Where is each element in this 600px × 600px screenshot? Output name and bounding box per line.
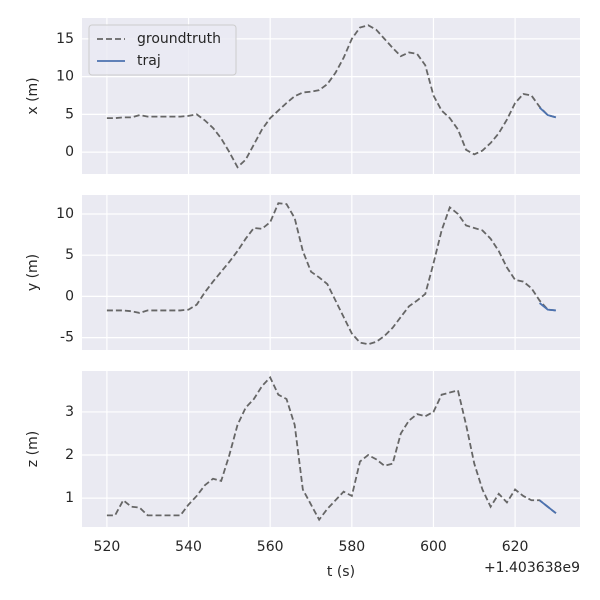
legend-label: groundtruth [137, 31, 221, 47]
y-axis-label: z (m) [25, 431, 41, 467]
subplot: -5 0 5 10 y (m) [25, 195, 580, 350]
y-axis-label: x (m) [25, 77, 41, 114]
x-axis-label: t (s) [327, 564, 355, 580]
series-line [539, 499, 557, 514]
x-offset-label: +1.403638e9 [484, 560, 580, 576]
series-line [538, 106, 557, 119]
subplot: 1 2 3 520 540 560 580 600 620 z (m) t (s) +1.403638… [25, 371, 580, 580]
x-tick-label: 520 [94, 539, 121, 555]
legend: groundtruth traj [88, 24, 237, 76]
series-line [106, 375, 557, 522]
plot-area [82, 195, 580, 350]
legend-label: traj [137, 53, 161, 69]
y-tick-label: 1 [65, 490, 74, 506]
y-tick-label: 15 [56, 31, 74, 47]
y-tick-label: 2 [65, 447, 74, 463]
y-tick-label: 3 [65, 404, 74, 420]
y-tick-label: 0 [65, 288, 74, 304]
y-tick-label: 5 [65, 247, 74, 263]
x-tick-label: 580 [338, 539, 365, 555]
series-line [539, 302, 557, 312]
plot-area [82, 371, 580, 527]
y-tick-label: 10 [56, 69, 74, 85]
x-tick-label: 560 [257, 539, 284, 555]
legend-box [88, 24, 237, 76]
x-tick-label: 540 [175, 539, 202, 555]
x-tick-label: 600 [420, 539, 447, 555]
y-tick-label: -5 [60, 330, 74, 346]
series-line [106, 24, 557, 169]
y-tick-label: 10 [56, 206, 74, 222]
y-tick-label: 5 [65, 106, 74, 122]
subplot: 0 5 10 15 x (m) groundtruth traj [25, 18, 580, 174]
x-tick-label: 620 [502, 539, 529, 555]
y-tick-label: 0 [65, 144, 74, 160]
series-line [106, 202, 557, 346]
y-axis-label: y (m) [25, 254, 41, 291]
